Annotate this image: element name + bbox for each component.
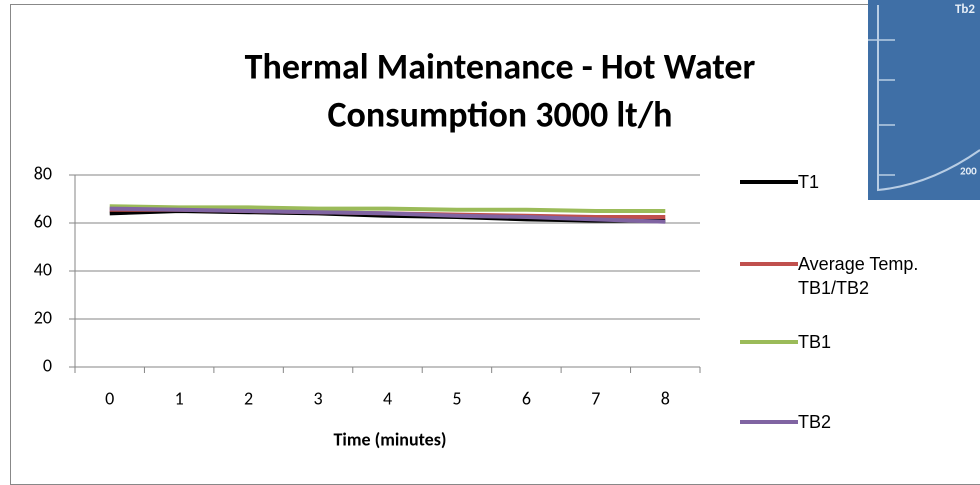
inset-text: 200 [960, 165, 977, 178]
inset-text: Tb2 [955, 2, 975, 17]
legend-entry: TB2 [740, 410, 938, 434]
legend-swatch [740, 420, 798, 424]
legend-label: Average Temp. TB1/TB2 [798, 252, 938, 300]
legend-swatch [740, 180, 798, 184]
x-tick-label: 1 [175, 387, 184, 409]
x-axis-title: Time (minutes) [334, 428, 447, 450]
x-tick-label: 2 [244, 387, 253, 409]
y-tick-label: 20 [34, 306, 52, 328]
x-tick-label: 3 [313, 387, 322, 409]
x-tick-label: 7 [591, 387, 600, 409]
x-tick-label: 8 [661, 387, 670, 409]
page: Tb2 200 Thermal Maintenance - Hot Water … [0, 0, 980, 485]
y-tick-label: 40 [34, 258, 52, 280]
x-tick-label: 0 [105, 387, 114, 409]
chart-title: Thermal Maintenance - Hot Water [245, 45, 756, 89]
x-tick-label: 5 [452, 387, 461, 409]
legend-entry: T1 [740, 170, 938, 194]
x-tick-label: 6 [522, 387, 531, 409]
legend-label: TB1 [798, 330, 938, 354]
legend-swatch [740, 262, 798, 266]
legend-label: TB2 [798, 410, 938, 434]
legend-entry: TB1 [740, 330, 938, 354]
y-tick-label: 60 [34, 210, 52, 232]
y-tick-label: 80 [34, 162, 52, 184]
chart-title: Consumption 3000 lt/h [328, 93, 673, 137]
x-tick-label: 4 [383, 387, 392, 409]
legend-entry: Average Temp. TB1/TB2 [740, 252, 938, 300]
legend-swatch [740, 340, 798, 344]
y-tick-label: 0 [43, 354, 52, 376]
legend-label: T1 [798, 170, 938, 194]
